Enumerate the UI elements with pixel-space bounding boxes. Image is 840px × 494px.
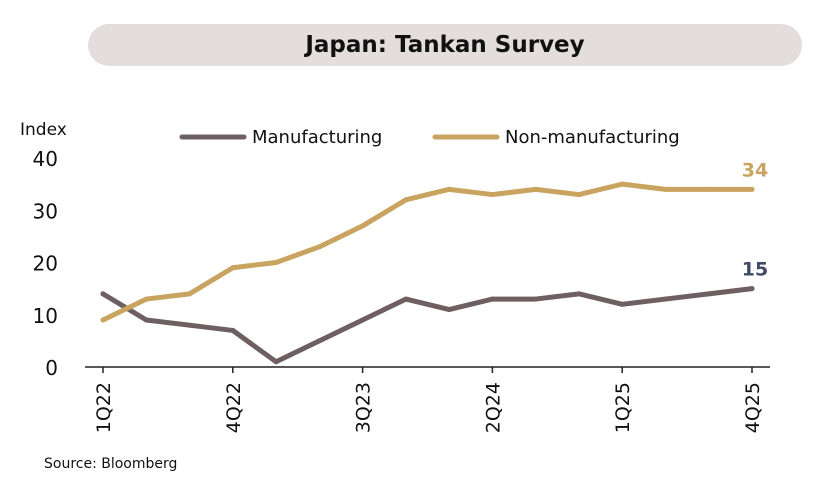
x-tick-label: 3Q23 [353,382,375,433]
y-tick-label: 20 [33,252,58,276]
data-point [100,317,106,323]
data-point [446,307,452,313]
data-point [662,186,668,192]
data-point [619,301,625,307]
data-point [143,317,149,323]
x-tick-label: 1Q22 [93,382,115,433]
data-point [143,296,149,302]
data-point [706,186,712,192]
title-banner: Japan: Tankan Survey [88,24,802,66]
data-point [100,291,106,297]
data-point [489,192,495,198]
end-value-label: 34 [742,159,768,181]
data-point [273,359,279,365]
x-tick-label: 4Q22 [223,382,245,433]
series-line-manufacturing [100,286,755,365]
data-point [360,317,366,323]
data-point [706,291,712,297]
y-tick-label: 40 [33,147,58,171]
legend-label: Manufacturing [252,127,382,148]
data-point [187,291,193,297]
data-point [403,197,409,203]
data-point [316,338,322,344]
legend-label: Non-manufacturing [505,127,680,148]
y-tick-label: 0 [45,356,58,380]
data-point [360,223,366,229]
data-point [403,296,409,302]
y-tick-label: 10 [33,304,58,328]
end-value-label: 15 [742,259,768,281]
data-point [619,181,625,187]
y-axis-label: Index [20,120,67,140]
x-tick-label: 2Q24 [482,382,504,433]
x-tick-label: 1Q25 [612,382,634,433]
data-point [489,296,495,302]
x-tick-label: 4Q25 [742,382,764,433]
data-point [533,186,539,192]
data-point [316,244,322,250]
data-point [576,192,582,198]
data-point [533,296,539,302]
data-point [187,322,193,328]
data-point [749,186,755,192]
data-point [230,327,236,333]
data-point [662,296,668,302]
data-point [749,286,755,292]
data-point [446,186,452,192]
data-point [576,291,582,297]
source-note: Source: Bloomberg [44,456,178,472]
data-point [230,265,236,271]
series-line-non-manufacturing [100,181,755,323]
y-tick-label: 30 [33,199,58,223]
data-point [273,260,279,265]
chart-title: Japan: Tankan Survey [305,32,585,58]
